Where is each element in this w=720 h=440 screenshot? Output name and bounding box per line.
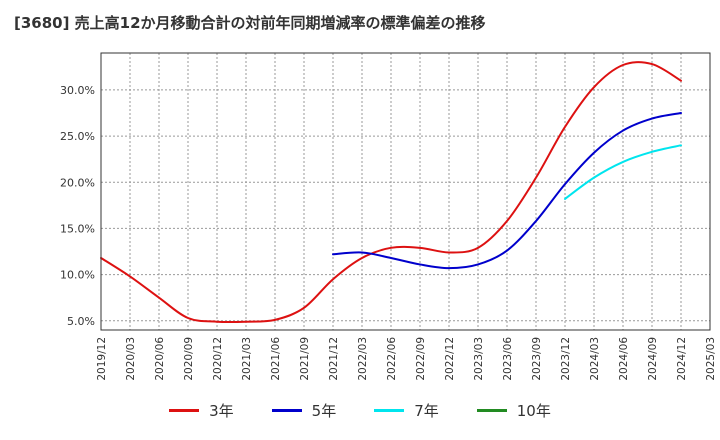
x-tick-label: 2020/09 [183, 337, 195, 381]
x-tick-label: 2025/03 [705, 337, 717, 381]
y-tick-label: 20.0% [60, 176, 95, 189]
legend-swatch [374, 409, 405, 412]
x-tick-label: 2024/09 [647, 337, 659, 381]
x-tick-label: 2021/09 [299, 337, 311, 381]
chart-title: [3680] 売上高12か月移動合計の対前年同期増減率の標準偏差の推移 [14, 14, 486, 32]
series-line-1 [332, 112, 682, 270]
legend-item-0: 3年 [169, 400, 234, 421]
legend-swatch [271, 409, 302, 412]
y-tick-label: 10.0% [60, 269, 95, 282]
x-tick-label: 2021/12 [328, 337, 340, 381]
legend-item-3: 10年 [476, 400, 551, 421]
x-tick-label: 2023/09 [531, 337, 543, 381]
y-tick-label: 30.0% [60, 84, 95, 97]
x-tick-label: 2020/06 [154, 337, 166, 381]
x-tick-label: 2019/12 [96, 337, 108, 381]
legend-label: 5年 [311, 402, 337, 420]
x-tick-label: 2024/06 [618, 337, 630, 381]
plot-frame [100, 52, 711, 331]
legend-label: 3年 [209, 402, 234, 420]
x-tick-label: 2023/12 [560, 337, 572, 381]
legend-swatch [169, 409, 200, 412]
series-layer [100, 61, 682, 324]
legend-item-1: 5年 [271, 400, 337, 421]
legend-label: 7年 [414, 402, 439, 420]
x-tick-label: 2022/03 [357, 337, 369, 381]
x-tick-label: 2020/12 [212, 337, 224, 381]
series-line-2 [564, 144, 682, 200]
legend: 3年 5年 7年 10年 [0, 400, 720, 421]
x-tick-label: 2022/12 [444, 337, 456, 381]
series-line-0 [100, 61, 682, 324]
x-tick-label: 2024/03 [589, 337, 601, 381]
legend-item-2: 7年 [374, 400, 439, 421]
x-tick-label: 2022/09 [415, 337, 427, 381]
x-tick-label: 2024/12 [676, 337, 688, 381]
legend-label: 10年 [516, 402, 551, 420]
y-tick-label: 5.0% [67, 315, 95, 328]
x-tick-label: 2023/06 [502, 337, 514, 381]
x-tick-label: 2023/03 [473, 337, 485, 381]
x-tick-label: 2022/06 [386, 337, 398, 381]
y-axis-ticks: 5.0% 10.0% 15.0% 20.0% 25.0% 30.0% [60, 84, 95, 328]
x-tick-label: 2021/06 [270, 337, 282, 381]
x-axis-ticks: 2019/12 2020/03 2020/06 2020/09 2020/12 2021/… [96, 337, 717, 381]
legend-swatch [476, 409, 507, 412]
y-tick-label: 15.0% [60, 222, 95, 235]
y-tick-label: 25.0% [60, 130, 95, 143]
grid-layer [100, 53, 711, 330]
x-tick-label: 2020/03 [125, 337, 137, 381]
x-tick-label: 2021/03 [241, 337, 253, 381]
